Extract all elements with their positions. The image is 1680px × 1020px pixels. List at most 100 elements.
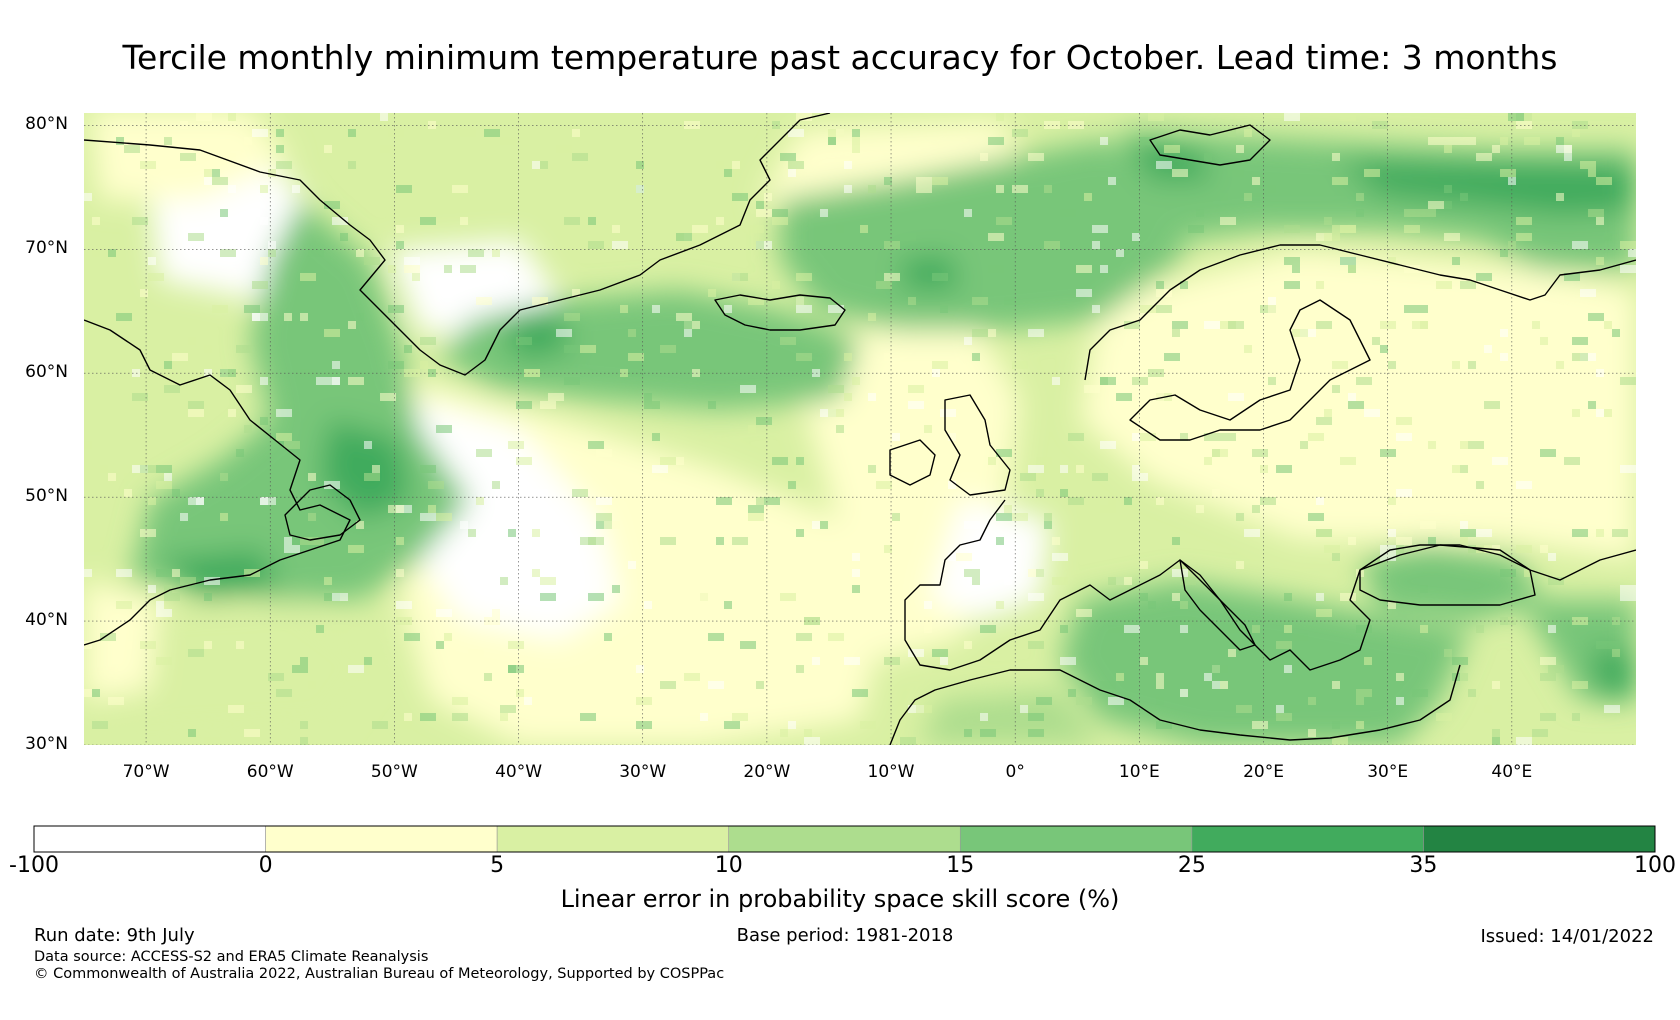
grid-cell <box>588 241 604 249</box>
grid-cell <box>92 721 108 729</box>
lat-label: 60°N <box>25 362 68 383</box>
grid-cell <box>764 497 780 505</box>
grid-cell <box>1180 689 1188 697</box>
grid-cell <box>1132 233 1140 241</box>
grid-cell <box>364 473 380 481</box>
grid-cell <box>332 625 348 633</box>
grid-cell <box>844 185 852 193</box>
grid-cell <box>724 305 732 313</box>
grid-cell <box>1100 265 1108 273</box>
grid-cell <box>1396 697 1404 705</box>
grid-cell <box>1236 145 1244 153</box>
grid-cell <box>724 601 732 609</box>
grid-cell <box>1540 657 1556 665</box>
grid-cell <box>908 385 924 393</box>
lat-label: 30°N <box>25 734 68 754</box>
coastline-ireland <box>889 439 936 486</box>
grid-cell <box>1188 225 1204 233</box>
grid-cell <box>252 281 268 289</box>
grid-cell <box>1468 441 1484 449</box>
grid-cell <box>1164 353 1180 361</box>
grid-cell <box>1572 713 1580 721</box>
grid-cell <box>436 281 452 289</box>
grid-cell <box>644 393 652 401</box>
grid-cell <box>852 585 860 593</box>
grid-cell <box>1356 377 1372 385</box>
grid-cell <box>1220 217 1236 225</box>
grid-cell <box>1012 129 1028 137</box>
grid-cell <box>308 681 316 689</box>
grid-cell <box>1356 689 1372 697</box>
grid-cell <box>348 161 356 169</box>
grid-cell <box>660 345 676 353</box>
grid-cell <box>1156 161 1172 169</box>
grid-cell <box>988 265 1004 273</box>
grid-cell <box>764 193 772 201</box>
grid-cell <box>124 641 132 649</box>
grid-cell <box>852 145 860 153</box>
grid-cell <box>252 209 260 217</box>
grid-cell <box>780 593 796 601</box>
grid-cell <box>1332 225 1340 233</box>
grid-cell <box>972 329 988 337</box>
grid-cell <box>1124 497 1132 505</box>
grid-cell <box>484 673 492 681</box>
grid-cell <box>1148 113 1164 121</box>
grid-cell <box>1356 697 1364 705</box>
grid-cell <box>164 585 172 593</box>
grid-cell <box>852 377 860 385</box>
grid-cell <box>572 489 588 497</box>
grid-cell <box>628 329 636 337</box>
grid-cell <box>1388 529 1396 537</box>
grid-cell <box>796 457 804 465</box>
grid-cell <box>1044 185 1052 193</box>
grid-cell <box>1100 137 1108 145</box>
grid-cell <box>116 569 132 577</box>
grid-cell <box>1340 593 1356 601</box>
grid-cell <box>924 625 932 633</box>
grid-cell <box>1028 329 1044 337</box>
grid-cell <box>636 665 644 673</box>
grid-cell <box>1100 177 1108 185</box>
grid-cell <box>1092 473 1108 481</box>
grid-cell <box>1276 705 1284 713</box>
grid-cell <box>1044 521 1052 529</box>
grid-cell <box>1092 305 1100 313</box>
grid-cell <box>324 377 340 385</box>
grid-cell <box>1604 233 1612 241</box>
grid-cell <box>1340 457 1356 465</box>
grid-cell <box>1252 625 1260 633</box>
grid-cell <box>1412 305 1428 313</box>
grid-cell <box>1052 377 1060 385</box>
grid-cell <box>260 417 268 425</box>
grid-cell <box>836 129 844 137</box>
grid-cell <box>1332 721 1340 729</box>
grid-cell <box>444 265 452 273</box>
colorbar <box>33 825 1656 853</box>
grid-cell <box>940 305 948 313</box>
grid-cell <box>1276 713 1292 721</box>
grid-cell <box>676 233 692 241</box>
issued-date: Issued: 14/01/2022 <box>1480 926 1654 947</box>
grid-cell <box>220 153 236 161</box>
grid-cell <box>1036 457 1052 465</box>
grid-cell <box>316 625 324 633</box>
grid-cell <box>1596 409 1604 417</box>
grid-cell <box>1284 257 1300 265</box>
grid-cell <box>1380 321 1396 329</box>
grid-cell <box>364 441 372 449</box>
grid-cell <box>708 289 716 297</box>
grid-cell <box>1308 433 1324 441</box>
grid-cell <box>420 513 436 521</box>
grid-cell <box>276 129 284 137</box>
grid-cell <box>1380 553 1396 561</box>
lon-label: 10°E <box>1118 762 1160 782</box>
grid-cell <box>1396 537 1412 545</box>
grid-cell <box>1156 681 1164 689</box>
grid-cell <box>308 537 324 545</box>
grid-cell <box>892 433 900 441</box>
grid-cell <box>740 641 756 649</box>
grid-cell <box>652 465 668 473</box>
grid-cell <box>492 609 500 617</box>
grid-cell <box>1404 265 1420 273</box>
